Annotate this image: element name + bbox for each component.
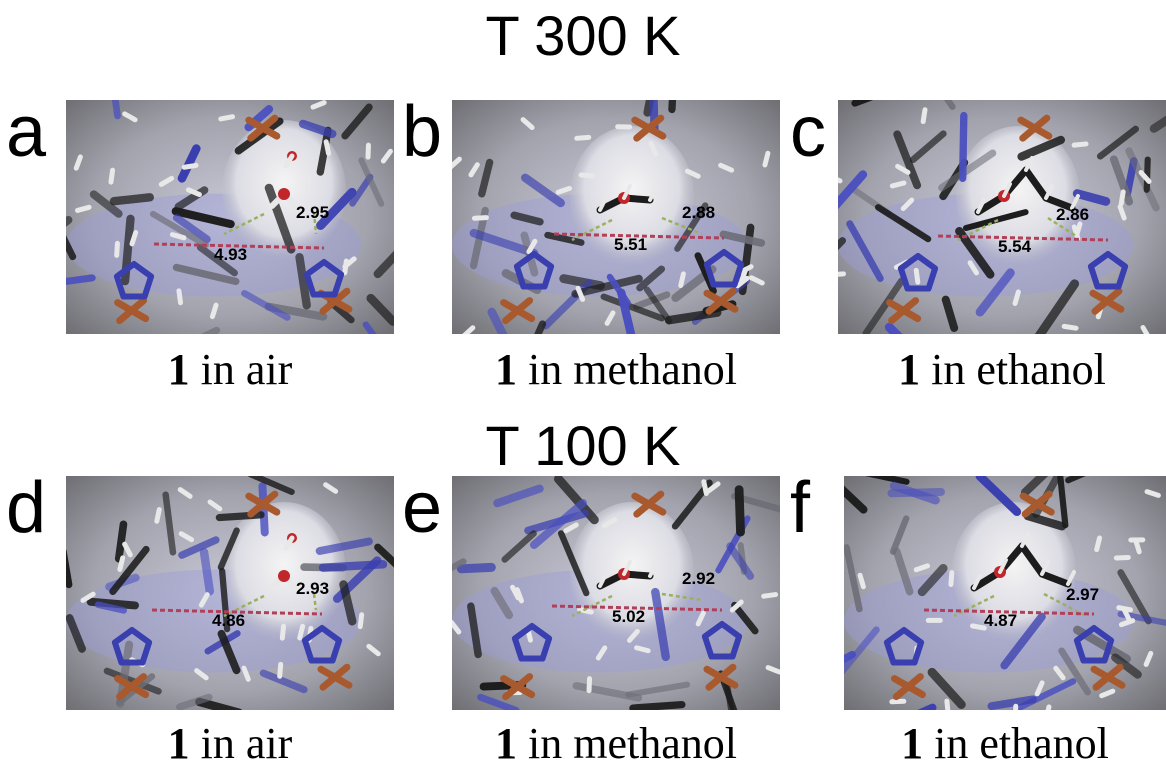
compound-number: 1 [168,719,190,768]
molecular-scene: 2.97 4.87 [844,476,1166,710]
hbond-distance-label: 2.93 [296,579,329,598]
temperature-title-300k: T 300 K [0,8,1166,64]
molecular-scene: 2.92 5.02 [452,476,780,710]
panel-letter-f: f [790,472,810,544]
hbond-distance-label: 2.92 [682,569,715,588]
caption-e: 1 in methanol [452,722,780,766]
molecular-scene: 2.93 4.86 [66,476,394,710]
condition-label: in methanol [528,719,737,768]
compound-number: 1 [901,719,923,768]
condition-label: in air [201,719,293,768]
compound-number: 1 [898,345,920,394]
panel-letter-e: e [402,472,442,544]
molecular-scene: 2.88 5.51 [452,100,780,334]
molecular-scene: 2.86 5.54 [838,100,1166,334]
caption-a: 1 in air [66,348,394,392]
panel-letter-c: c [790,96,826,168]
condition-label: in air [201,345,293,394]
structure-image-f: 2.97 4.87 [844,476,1166,710]
caption-f: 1 in ethanol [844,722,1166,766]
hbond-distance-label: 2.88 [682,203,715,222]
structure-image-e: 2.92 5.02 [452,476,780,710]
caption-b: 1 in methanol [452,348,780,392]
window-width-label: 5.02 [612,607,645,626]
structure-image-d: 2.93 4.86 [66,476,394,710]
panel-letter-a: a [6,96,46,168]
hbond-distance-label: 2.86 [1056,205,1089,224]
structure-image-c: 2.86 5.54 [838,100,1166,334]
window-width-label: 4.93 [214,245,247,264]
condition-label: in ethanol [934,719,1109,768]
panel-letter-b: b [402,96,442,168]
panel-letter-d: d [6,472,46,544]
hbond-distance-label: 2.97 [1066,585,1099,604]
hbond-distance-label: 2.95 [296,203,329,222]
condition-label: in methanol [528,345,737,394]
compound-number: 1 [495,345,517,394]
molecular-scene: 2.95 4.93 [66,100,394,334]
window-width-label: 5.54 [998,237,1032,256]
window-width-label: 4.87 [984,611,1017,630]
caption-c: 1 in ethanol [838,348,1166,392]
condition-label: in ethanol [931,345,1106,394]
caption-d: 1 in air [66,722,394,766]
window-width-label: 4.86 [212,611,245,630]
structure-image-a: 2.95 4.93 [66,100,394,334]
window-width-label: 5.51 [614,235,647,254]
compound-number: 1 [495,719,517,768]
compound-number: 1 [168,345,190,394]
temperature-title-100k: T 100 K [0,418,1166,474]
structure-image-b: 2.88 5.51 [452,100,780,334]
